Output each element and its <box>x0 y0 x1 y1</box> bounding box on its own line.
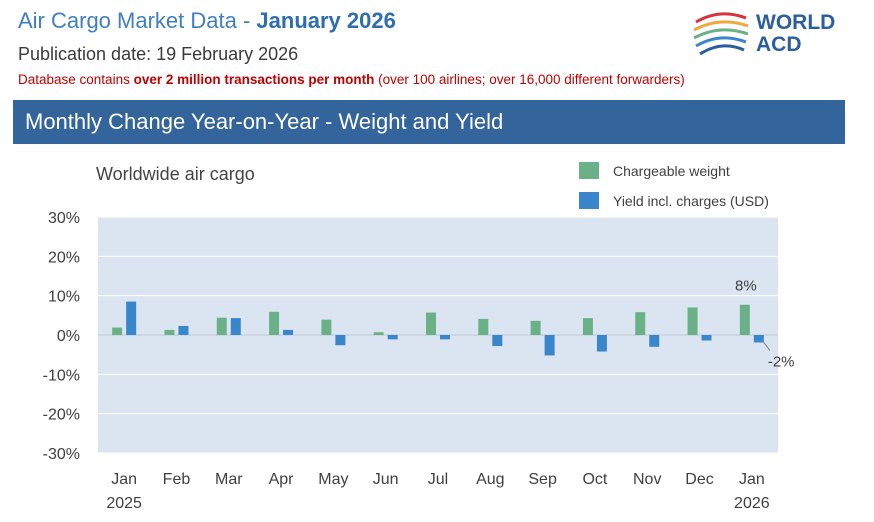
bar-yield <box>283 329 294 335</box>
x-tick-label: Jan <box>111 471 137 488</box>
x-tick-label: Jul <box>428 471 448 488</box>
bar-yield <box>335 335 346 346</box>
logo-text-world: WORLD <box>756 11 836 34</box>
logo-text-acd: ACD <box>756 33 802 56</box>
bar-yield <box>544 335 555 356</box>
logo-text: WORLD ACD <box>756 12 835 56</box>
bar-weight <box>269 311 280 335</box>
bar-yield <box>230 318 241 335</box>
bar-weight <box>739 304 750 335</box>
bar-weight <box>373 332 384 335</box>
x-tick-label: Jun <box>373 471 399 488</box>
data-label-yield: -2% <box>768 353 795 370</box>
x-tick-label: Jan <box>739 471 765 488</box>
bar-yield <box>596 335 607 352</box>
x-tick-label: Nov <box>633 471 661 488</box>
legend-swatch-weight <box>579 162 599 179</box>
legend-label-yield: Yield incl. charges (USD) <box>613 193 769 209</box>
bar-yield <box>492 335 503 347</box>
x-tick-label: Oct <box>582 471 607 488</box>
x-tick-sublabel: 2025 <box>106 495 142 512</box>
x-tick-label: May <box>318 471 348 488</box>
bar-weight <box>478 318 489 335</box>
db-note-bold: over 2 million transactions per month <box>133 72 375 87</box>
bar-yield <box>440 335 450 340</box>
bar-weight <box>321 319 332 335</box>
report-title: Air Cargo Market Data - January 2026 <box>18 8 396 34</box>
x-tick-label: Apr <box>269 471 295 488</box>
db-note-pre: Database contains <box>18 72 134 87</box>
bar-yield <box>753 335 764 343</box>
bar-weight <box>687 307 698 335</box>
logo-arc-4 <box>695 36 747 48</box>
yoy-bar-chart: Worldwide air cargo 30% 20% 10% 0% -10% -20% -3… <box>43 162 795 512</box>
data-label-leader <box>763 342 771 351</box>
bar-yield <box>701 335 712 341</box>
bar-weight <box>530 320 541 335</box>
legend-swatch-yield <box>579 192 599 209</box>
db-note-post: (over 100 airlines; over 16,000 differen… <box>374 72 685 87</box>
publication-date: Publication date: 19 February 2026 <box>18 44 299 64</box>
legend-label-weight: Chargeable weight <box>613 163 730 179</box>
bar-weight <box>582 318 593 335</box>
data-label-weight: 8% <box>735 278 757 295</box>
bar-yield <box>387 335 398 340</box>
x-tick-label: Mar <box>215 471 243 488</box>
title-month: January 2026 <box>256 8 396 33</box>
bar-weight <box>216 317 227 335</box>
world-acd-logo-icon <box>693 12 749 56</box>
logo-arc-5 <box>699 44 745 56</box>
bar-yield <box>178 325 189 335</box>
x-tick-label: Dec <box>685 471 713 488</box>
y-tick-label: -10% <box>43 367 80 384</box>
bar-weight <box>426 312 436 335</box>
x-tick-sublabel: 2026 <box>734 495 770 512</box>
y-tick-label: 30% <box>48 210 80 227</box>
section-banner: Monthly Change Year-on-Year - Weight and… <box>13 100 845 144</box>
y-tick-label: -20% <box>43 407 80 424</box>
x-tick-label: Aug <box>476 471 504 488</box>
logo-arc-3 <box>693 28 749 40</box>
y-tick-label: 20% <box>48 249 80 266</box>
x-tick-label: Feb <box>163 471 191 488</box>
bar-yield <box>126 301 137 335</box>
y-tick-label: 0% <box>57 328 80 345</box>
x-tick-label: Sep <box>528 471 557 488</box>
y-tick-label: 10% <box>48 289 80 306</box>
bar-yield <box>649 335 660 347</box>
bar-weight <box>635 312 646 335</box>
bar-weight <box>112 327 123 335</box>
y-tick-label: -30% <box>43 446 80 463</box>
logo-arc-2 <box>693 20 749 32</box>
bar-weight <box>164 329 175 335</box>
logo-arc-1 <box>695 12 747 24</box>
database-note: Database contains over 2 million transac… <box>18 72 685 87</box>
chart-title: Worldwide air cargo <box>96 164 255 184</box>
title-prefix: Air Cargo Market Data - <box>18 8 257 33</box>
